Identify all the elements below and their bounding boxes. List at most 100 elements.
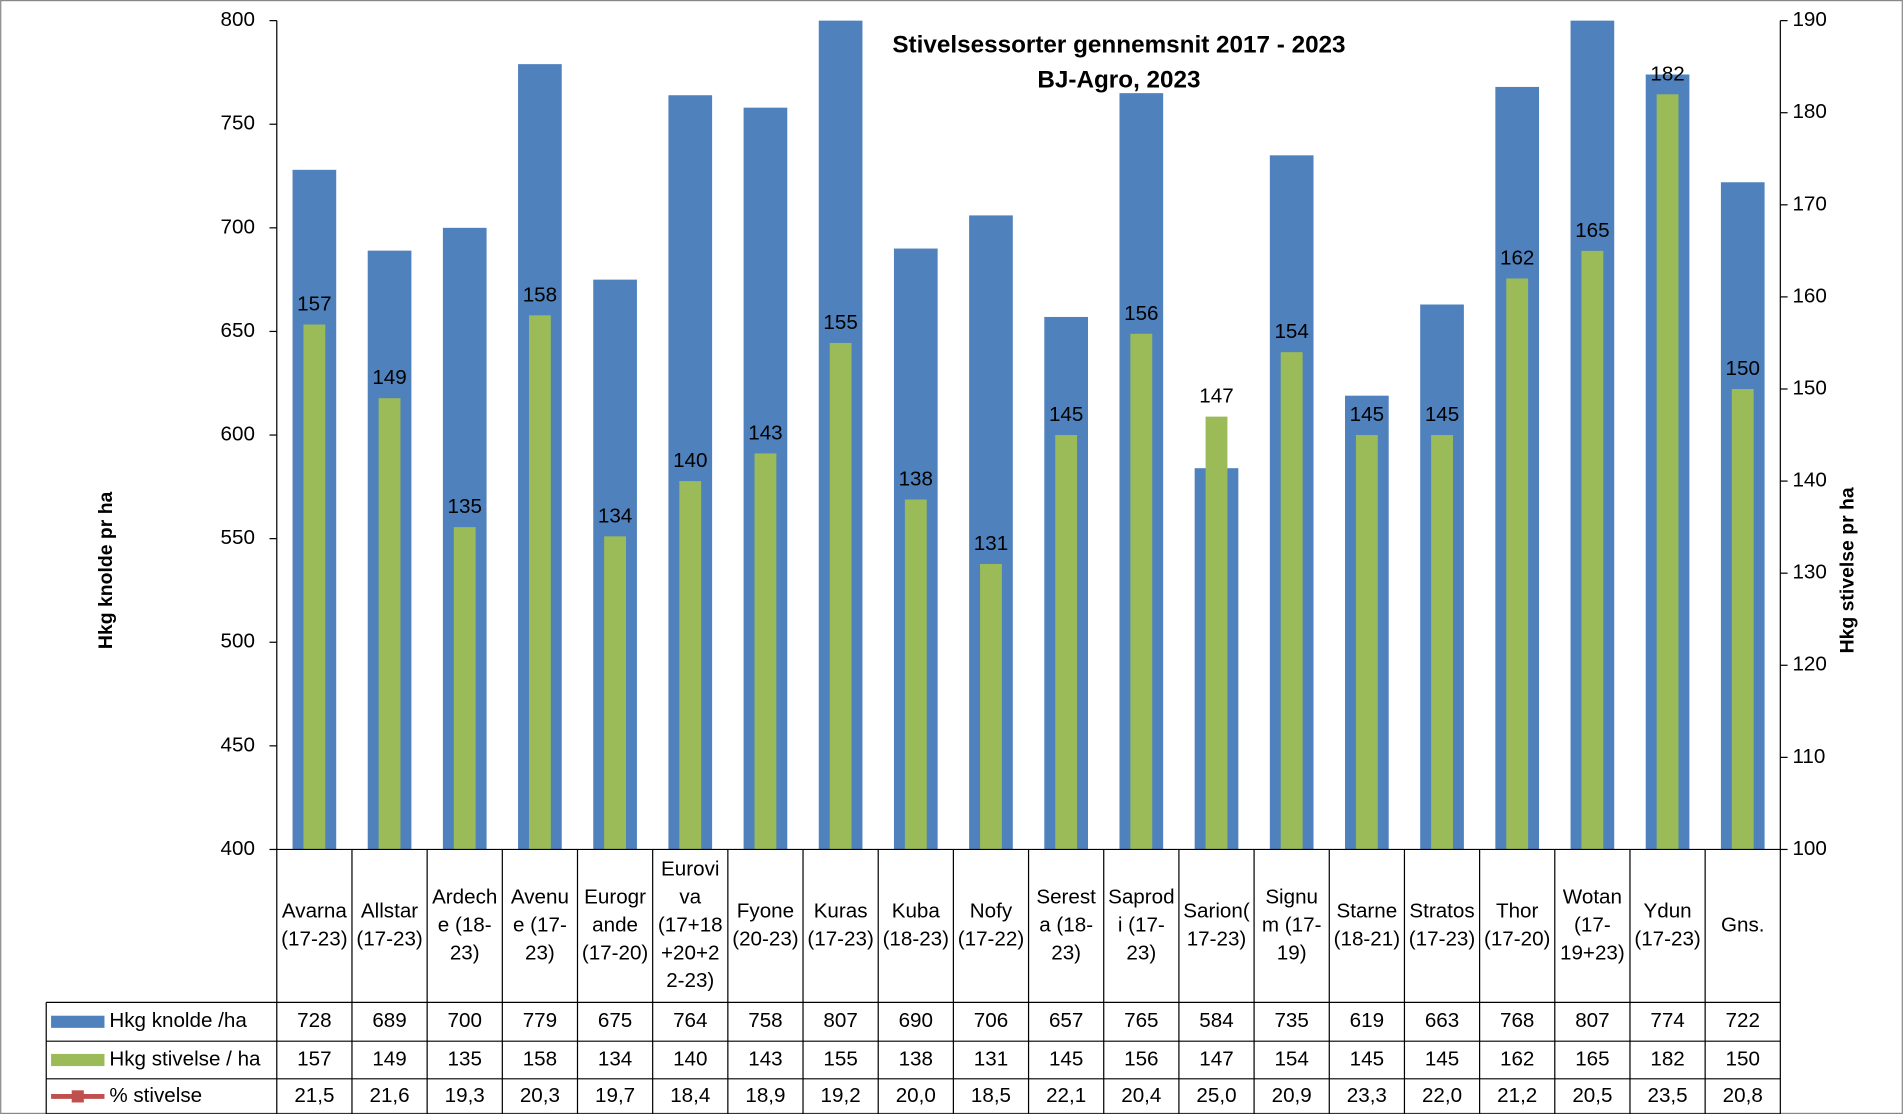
bar <box>604 536 627 850</box>
table-value: 20,4 <box>1121 1084 1161 1107</box>
category-label: Sarion( <box>1183 899 1250 922</box>
y2-tick-label: 160 <box>1792 284 1826 307</box>
category-label: 23) <box>1126 941 1156 964</box>
table-value: 140 <box>673 1047 707 1070</box>
category-label: 19) <box>1277 941 1307 964</box>
table-value: 158 <box>523 1047 557 1070</box>
bar <box>1431 435 1453 850</box>
table-value: 807 <box>1575 1009 1609 1032</box>
y-tick-label: 600 <box>221 422 255 445</box>
category-label: Eurogr <box>584 885 646 908</box>
category-label: 17-23) <box>1187 927 1247 950</box>
table-value: 23,5 <box>1647 1084 1687 1107</box>
category-label: +20+2 <box>661 941 719 964</box>
category-label: 23) <box>525 941 555 964</box>
legend-label: % stivelse <box>109 1084 202 1107</box>
data-label: 149 <box>372 366 406 389</box>
bar <box>453 527 476 850</box>
data-label: 150 <box>1726 357 1760 380</box>
bar <box>980 563 1002 850</box>
table-value: 22,0 <box>1422 1084 1462 1107</box>
category-label: Avenu <box>511 885 569 908</box>
table-value: 689 <box>372 1009 406 1032</box>
table-value: 584 <box>1199 1009 1233 1032</box>
table-value: 157 <box>297 1047 331 1070</box>
y2-tick-label: 180 <box>1792 100 1826 123</box>
category-label: ande <box>592 913 638 936</box>
table-value: 22,1 <box>1046 1084 1086 1107</box>
table-value: 165 <box>1575 1047 1609 1070</box>
table-value: 619 <box>1350 1009 1384 1032</box>
bar <box>1280 352 1303 850</box>
table-value: 728 <box>297 1009 331 1032</box>
y-tick-label: 400 <box>221 837 255 860</box>
y-tick-label: 500 <box>221 630 255 653</box>
category-label: a (18- <box>1039 913 1093 936</box>
table-value: 21,5 <box>294 1084 334 1107</box>
category-label: e (17- <box>513 913 567 936</box>
category-label: Thor <box>1496 899 1539 922</box>
category-label: Serest <box>1036 885 1096 908</box>
table-value: 663 <box>1425 1009 1459 1032</box>
legend-key <box>51 1053 105 1067</box>
table-value: 23,3 <box>1347 1084 1387 1107</box>
legend-label: Hkg stivelse / ha <box>109 1047 261 1070</box>
category-label: m (17- <box>1262 913 1322 936</box>
table-value: 154 <box>1274 1047 1308 1070</box>
legend-key <box>51 1015 105 1028</box>
category-label: Nofy <box>970 899 1013 922</box>
table-value: 25,0 <box>1196 1084 1236 1107</box>
bar <box>1355 435 1378 850</box>
table-value: 700 <box>448 1009 482 1032</box>
bars <box>292 20 1765 850</box>
category-label: Kuba <box>892 899 941 922</box>
category-label: e (18- <box>438 913 492 936</box>
bar <box>378 398 401 850</box>
table-value: 150 <box>1726 1047 1760 1070</box>
category-label: Eurovi <box>661 858 719 881</box>
table-value: 690 <box>899 1009 933 1032</box>
y-tick-label: 700 <box>221 215 255 238</box>
bar <box>1731 388 1754 850</box>
table-value: 758 <box>748 1009 782 1032</box>
table-value: 134 <box>598 1047 632 1070</box>
data-label: 156 <box>1124 302 1158 325</box>
category-label: 19+23) <box>1560 941 1625 964</box>
table-value: 18,5 <box>971 1084 1011 1107</box>
legend-label: Hkg knolde /ha <box>109 1009 247 1032</box>
legend-key <box>71 1090 84 1103</box>
table-value: 147 <box>1199 1047 1233 1070</box>
data-label: 145 <box>1425 403 1459 426</box>
data-label: 145 <box>1350 403 1384 426</box>
table-value: 764 <box>673 1009 707 1032</box>
bar <box>829 342 852 850</box>
y-tick-label: 550 <box>221 526 255 549</box>
table-value: 143 <box>748 1047 782 1070</box>
category-label: (17-23) <box>1409 927 1475 950</box>
table-value: 807 <box>823 1009 857 1032</box>
bar <box>904 499 927 850</box>
data-label: 145 <box>1049 403 1083 426</box>
bar <box>1656 94 1679 850</box>
category-label: Allstar <box>361 899 418 922</box>
table-value: 162 <box>1500 1047 1534 1070</box>
category-label: (17-23) <box>356 927 422 950</box>
data-label: 182 <box>1650 62 1684 85</box>
table-value: 20,5 <box>1572 1084 1612 1107</box>
bar <box>1581 250 1604 850</box>
y2-tick-label: 100 <box>1792 837 1826 860</box>
bar <box>679 481 702 850</box>
table-value: 20,0 <box>896 1084 936 1107</box>
data-label: 154 <box>1274 320 1308 343</box>
data-label: 140 <box>673 449 707 472</box>
table-value: 765 <box>1124 1009 1158 1032</box>
table-value: 774 <box>1650 1009 1684 1032</box>
category-label: (17-23) <box>1634 927 1700 950</box>
category-label: (18-21) <box>1334 927 1400 950</box>
table-value: 155 <box>823 1047 857 1070</box>
table-value: 19,3 <box>445 1084 485 1107</box>
category-label: (17-22) <box>958 927 1024 950</box>
y2-tick-label: 150 <box>1792 376 1826 399</box>
